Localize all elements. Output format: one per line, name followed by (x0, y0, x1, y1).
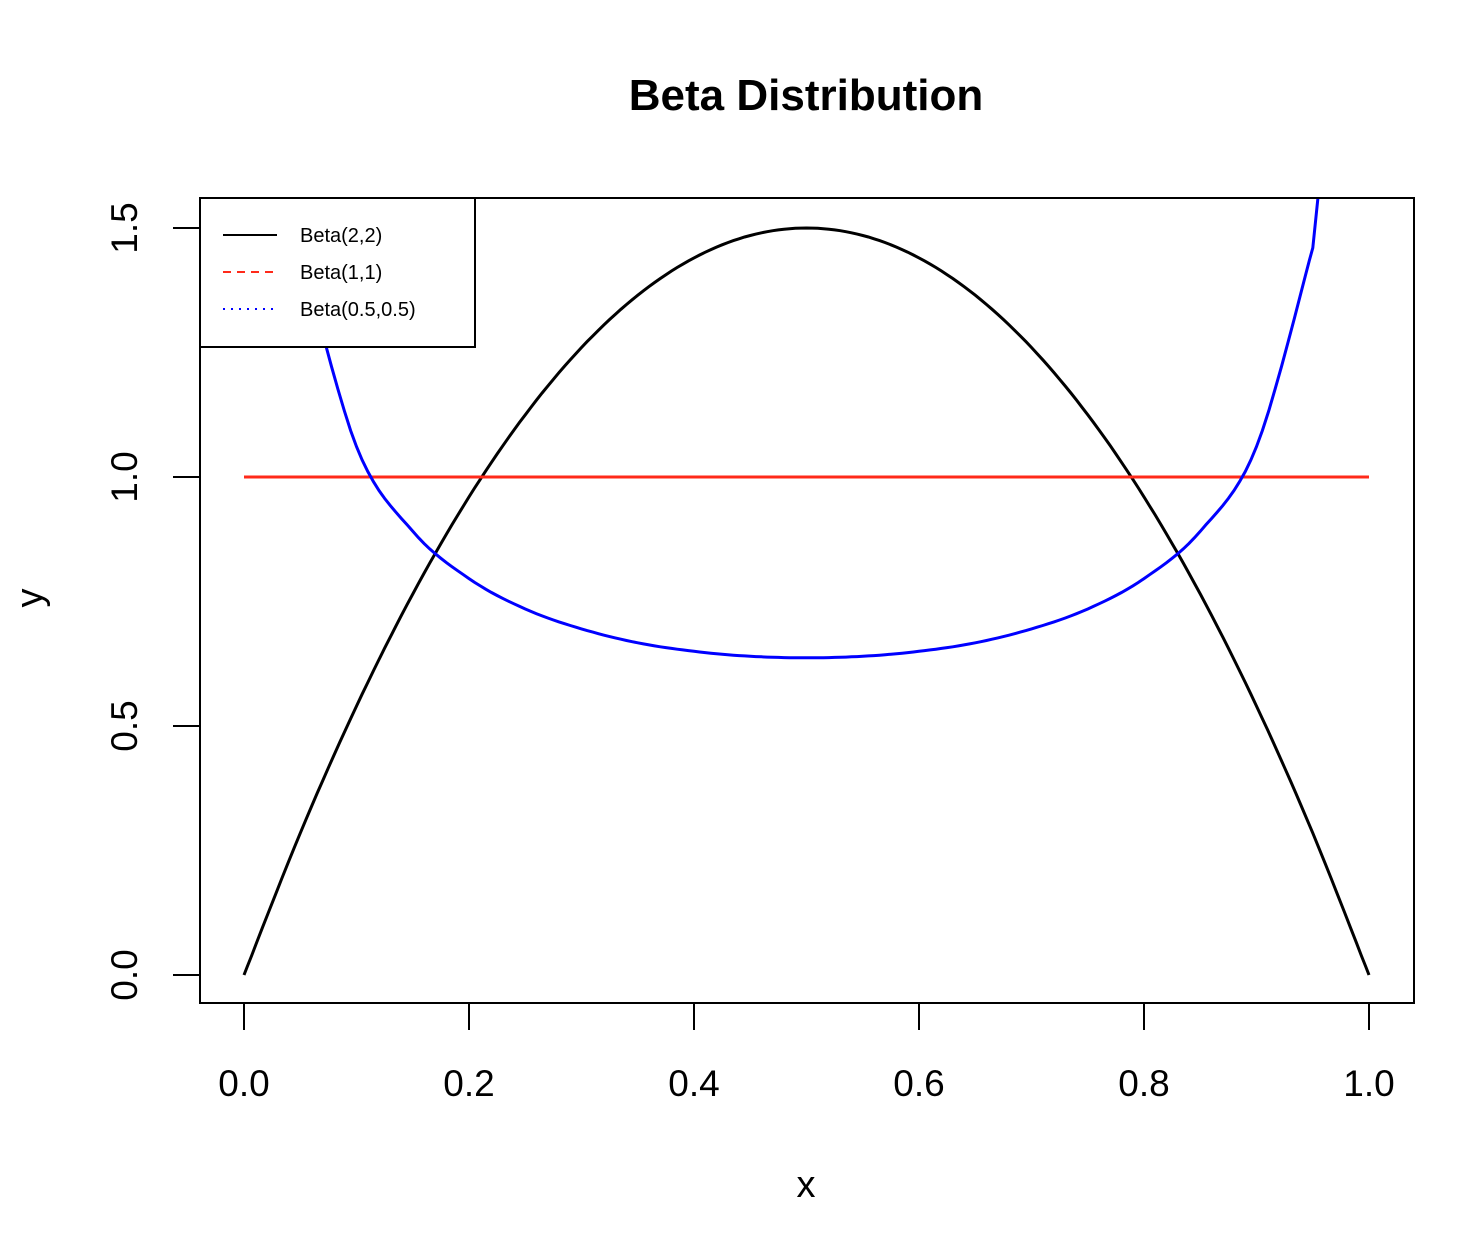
x-tick-label: 0.8 (1118, 1063, 1169, 1104)
y-axis: 0.0 0.5 1.0 1.5 (104, 202, 201, 1001)
x-tick-label: 0.6 (893, 1063, 944, 1104)
legend-box (199, 197, 476, 348)
legend-label: Beta(1,1) (300, 262, 382, 284)
y-tick-label: 0.0 (104, 949, 145, 1000)
y-tick-label: 0.5 (104, 700, 145, 751)
y-tick-label: 1.0 (104, 451, 145, 502)
x-tick-label: 0.4 (668, 1063, 719, 1104)
y-axis-label: y (9, 589, 51, 608)
y-tick-label: 1.5 (104, 202, 145, 253)
x-tick-label: 0.0 (218, 1063, 269, 1104)
series-line-1 (242, 226, 1371, 976)
plot-lines (242, 198, 1371, 976)
x-axis-label: x (797, 1164, 816, 1206)
series-line-3 (293, 198, 1320, 660)
legend-label: Beta(2,2) (300, 225, 382, 247)
legend-label: Beta(0.5,0.5) (300, 299, 416, 321)
chart-title: Beta Distribution (629, 71, 983, 120)
x-tick-label: 1.0 (1343, 1063, 1394, 1104)
x-tick-label: 0.2 (443, 1063, 494, 1104)
legend: Beta(2,2) Beta(1,1) Beta(0.5,0.5) (199, 197, 476, 348)
x-axis: 0.0 0.2 0.4 0.6 0.8 1.0 (218, 1002, 1395, 1104)
